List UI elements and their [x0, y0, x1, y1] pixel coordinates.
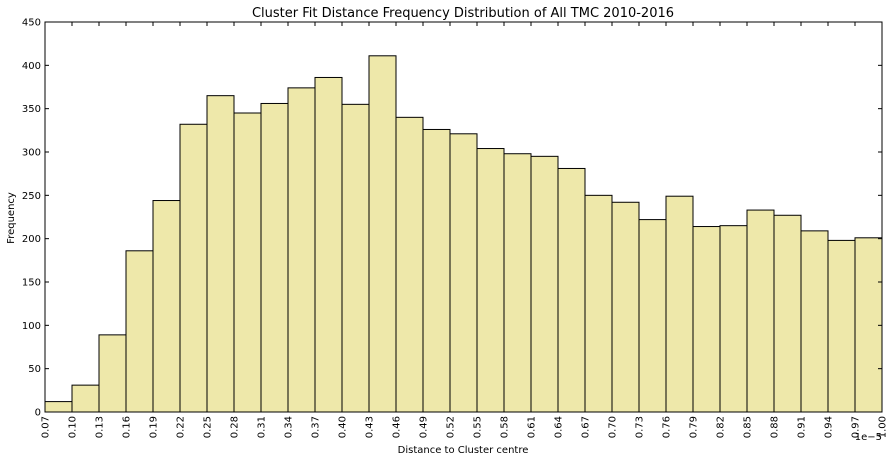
x-tick-label: 0.07	[41, 416, 52, 438]
histogram-bar	[800, 230, 829, 413]
histogram-bar	[503, 153, 532, 413]
histogram-bar	[530, 155, 559, 413]
y-tick-label: 350	[22, 104, 41, 115]
y-tick-label: 300	[22, 148, 41, 159]
histogram-bar	[233, 112, 262, 413]
x-tick-label: 0.61	[527, 416, 538, 438]
x-tick-label: 0.31	[257, 416, 268, 438]
histogram-bar	[719, 225, 748, 413]
x-tick-label: 0.64	[554, 416, 565, 438]
y-tick-label: 150	[22, 278, 41, 289]
histogram-bar	[98, 334, 127, 413]
histogram-bar	[152, 200, 181, 413]
y-tick-label: 400	[22, 61, 41, 72]
x-tick-label: 0.16	[122, 416, 133, 438]
chart-title: Cluster Fit Distance Frequency Distribut…	[252, 6, 674, 21]
y-tick-label: 0	[35, 408, 41, 419]
histogram-bar	[71, 384, 100, 413]
x-tick-label: 0.88	[770, 416, 781, 438]
histogram-bar	[179, 123, 208, 413]
histogram-bar	[341, 103, 370, 413]
x-tick-label: 0.19	[149, 416, 160, 438]
x-tick-label: 0.91	[797, 416, 808, 438]
y-tick-label: 200	[22, 234, 41, 245]
x-tick-label: 0.73	[635, 416, 646, 438]
histogram-bar	[557, 167, 586, 413]
histogram-bar	[449, 133, 478, 413]
histogram-bar	[827, 239, 856, 413]
x-tick-label: 0.97	[851, 416, 862, 438]
histogram-bar	[746, 209, 775, 413]
x-tick-label: 0.34	[284, 416, 295, 438]
histogram-bar	[44, 401, 73, 413]
x-tick-label: 0.25	[203, 416, 214, 438]
histogram-bar	[773, 214, 802, 413]
histogram-bar	[287, 87, 316, 413]
y-tick-label: 100	[22, 321, 41, 332]
x-tick-label: 0.46	[392, 416, 403, 438]
x-tick-label: 0.52	[446, 416, 457, 438]
x-axis: 0.07 0.10 0.13 0.16 0.19 0.22 0.25 0.28 0.31 0.34…	[41, 22, 889, 438]
x-tick-label: 0.79	[689, 416, 700, 438]
x-tick-label: 0.76	[662, 416, 673, 438]
histogram-bar	[611, 201, 640, 413]
x-tick-label: 0.58	[500, 416, 511, 438]
x-tick-label: 0.40	[338, 416, 349, 438]
x-tick-label: 0.43	[365, 416, 376, 438]
x-axis-offset-label: 1e−5	[855, 432, 882, 443]
x-tick-label: 1.00	[878, 416, 889, 438]
x-tick-label: 0.55	[473, 416, 484, 438]
histogram-bar	[206, 95, 235, 413]
x-tick-label: 0.37	[311, 416, 322, 438]
x-tick-label: 0.28	[230, 416, 241, 438]
histogram-bar	[584, 194, 613, 413]
bars-group	[44, 55, 883, 413]
histogram-bar	[395, 116, 424, 413]
histogram-bar	[260, 102, 289, 413]
x-axis-label: Distance to Cluster centre	[398, 445, 529, 456]
y-tick-label: 450	[22, 18, 41, 29]
x-tick-label: 0.85	[743, 416, 754, 438]
histogram-bar	[422, 128, 451, 413]
histogram-bar	[314, 76, 343, 413]
x-tick-label: 0.10	[68, 416, 79, 438]
histogram-bar	[665, 195, 694, 413]
x-tick-label: 0.22	[176, 416, 187, 438]
y-tick-label: 50	[28, 364, 41, 375]
x-tick-label: 0.82	[716, 416, 727, 438]
histogram-bar	[368, 55, 397, 413]
x-tick-label: 0.49	[419, 416, 430, 438]
histogram-bar	[854, 237, 883, 413]
histogram-bar	[638, 219, 667, 413]
y-tick-label: 250	[22, 191, 41, 202]
x-tick-label: 0.67	[581, 416, 592, 438]
histogram-bar	[125, 250, 154, 413]
histogram-bar	[476, 148, 505, 413]
histogram-bar	[692, 226, 721, 413]
plot-frame	[44, 21, 883, 413]
x-tick-label: 0.70	[608, 416, 619, 438]
x-tick-label: 0.94	[824, 416, 835, 438]
y-axis-label: Frequency	[6, 192, 17, 244]
x-tick-label: 0.13	[95, 416, 106, 438]
